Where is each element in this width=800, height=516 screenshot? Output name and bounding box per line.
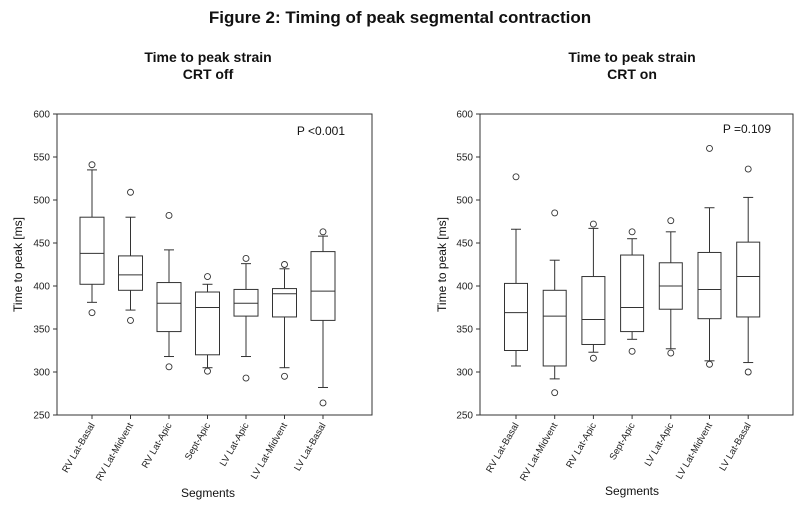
- x-tick-label: LV Lat-Basal: [292, 421, 328, 473]
- box-4: Sept-Apic: [608, 228, 645, 462]
- y-tick-label: 400: [33, 282, 50, 293]
- x-tick-label: LV Lat-Apic: [643, 421, 677, 469]
- outlier-point: [512, 173, 520, 181]
- box-iqr: [310, 251, 336, 321]
- outlier-point: [628, 228, 636, 236]
- y-tick-label: 500: [33, 196, 50, 207]
- outlier-point: [551, 209, 559, 217]
- box-iqr: [79, 216, 105, 285]
- box-3: RV Lat-Apic: [564, 220, 606, 470]
- p-value-annotation: P <0.001: [297, 124, 345, 138]
- y-tick-label: 250: [33, 411, 50, 422]
- x-tick-label: LV Lat-Apic: [218, 421, 252, 469]
- outlier-point: [667, 349, 675, 357]
- outlier-point: [204, 273, 211, 280]
- box-4: Sept-Apic: [183, 273, 220, 462]
- chart-title: Time to peak strain CRT off: [144, 49, 271, 82]
- outlier-point: [744, 165, 752, 173]
- y-tick-label: 350: [456, 325, 473, 336]
- y-tick-label: 350: [33, 325, 50, 336]
- box-iqr: [542, 289, 567, 367]
- outlier-point: [127, 188, 134, 196]
- x-tick-label: RV Lat-Midvent: [518, 421, 560, 483]
- outlier-point: [551, 389, 559, 397]
- x-tick-label: RV Lat-Basal: [60, 421, 97, 475]
- outlier-point: [281, 261, 288, 268]
- y-tick-label: 550: [33, 153, 50, 164]
- box-7: LV Lat-Basal: [292, 228, 336, 473]
- plot-frame: [56, 113, 373, 416]
- box-iqr: [195, 291, 220, 356]
- outlier-point: [88, 309, 96, 317]
- outlier-point: [281, 372, 288, 380]
- outlier-point: [242, 374, 250, 382]
- outlier-point: [127, 316, 134, 324]
- box-iqr: [118, 255, 143, 291]
- y-tick-label: 250: [456, 411, 473, 422]
- x-axis-label: Segments: [181, 486, 235, 500]
- box-1: RV Lat-Basal: [60, 161, 105, 475]
- chart-title: Time to peak strain CRT on: [568, 49, 695, 82]
- chart-panel-2: Time to peak strain CRT on 250 300 350 400 450…: [435, 49, 794, 498]
- x-tick-label: RV Lat-Apic: [140, 421, 175, 470]
- plot-frame: [479, 113, 794, 416]
- outlier-point: [319, 399, 327, 407]
- chart-panel-1: Time to peak strain CRT off 250 300 350 400 45…: [11, 49, 373, 500]
- box-7: LV Lat-Basal: [717, 165, 761, 473]
- y-tick-label: 300: [33, 368, 50, 379]
- x-tick-label: Sept-Apic: [183, 421, 213, 462]
- box-iqr: [620, 254, 645, 333]
- x-tick-label: RV Lat-Midvent: [94, 421, 136, 483]
- x-tick-label: LV Lat-Midvent: [674, 421, 715, 482]
- box-5: LV Lat-Apic: [643, 217, 683, 469]
- x-axis-label: Segments: [605, 484, 659, 498]
- outlier-point: [204, 367, 211, 375]
- y-tick-label: 500: [456, 196, 473, 207]
- box-1: RV Lat-Basal: [484, 173, 528, 475]
- y-tick-label: 450: [33, 239, 50, 250]
- box-5: LV Lat-Apic: [218, 255, 259, 469]
- outlier-point: [706, 360, 713, 368]
- box-6: LV Lat-Midvent: [674, 144, 722, 482]
- box-iqr: [156, 282, 182, 333]
- outlier-point: [667, 217, 675, 225]
- y-axis-label: Time to peak [ms]: [11, 217, 25, 312]
- outlier-point: [706, 144, 713, 152]
- x-tick-label: LV Lat-Basal: [717, 421, 753, 473]
- y-tick-label: 400: [456, 282, 473, 293]
- y-tick-label: 600: [33, 110, 50, 121]
- outlier-point: [589, 354, 597, 362]
- box-iqr: [272, 288, 297, 318]
- box-iqr: [697, 251, 722, 320]
- outlier-point: [589, 220, 597, 228]
- outlier-point: [165, 363, 173, 371]
- figure-title: Figure 2: Timing of peak segmental contr…: [208, 8, 592, 27]
- y-tick-label: 300: [456, 368, 473, 379]
- x-tick-label: Sept-Apic: [608, 421, 638, 462]
- outlier-point: [628, 347, 636, 355]
- y-tick-label: 450: [456, 239, 473, 250]
- box-iqr: [736, 241, 761, 318]
- y-tick-label: 600: [456, 110, 473, 121]
- x-tick-label: LV Lat-Midvent: [249, 421, 290, 482]
- x-tick-label: RV Lat-Apic: [564, 421, 599, 470]
- box-3: RV Lat-Apic: [140, 212, 182, 470]
- box-iqr: [581, 276, 606, 345]
- x-tick-label: RV Lat-Basal: [484, 421, 521, 475]
- outlier-point: [242, 255, 250, 262]
- outlier-point: [319, 228, 327, 236]
- box-iqr: [504, 282, 528, 352]
- outlier-point: [165, 212, 173, 219]
- outlier-point: [744, 368, 752, 376]
- y-axis-label: Time to peak [ms]: [435, 217, 449, 312]
- outlier-point: [88, 161, 96, 169]
- y-tick-label: 550: [456, 153, 473, 164]
- p-value-annotation: P =0.109: [723, 122, 771, 136]
